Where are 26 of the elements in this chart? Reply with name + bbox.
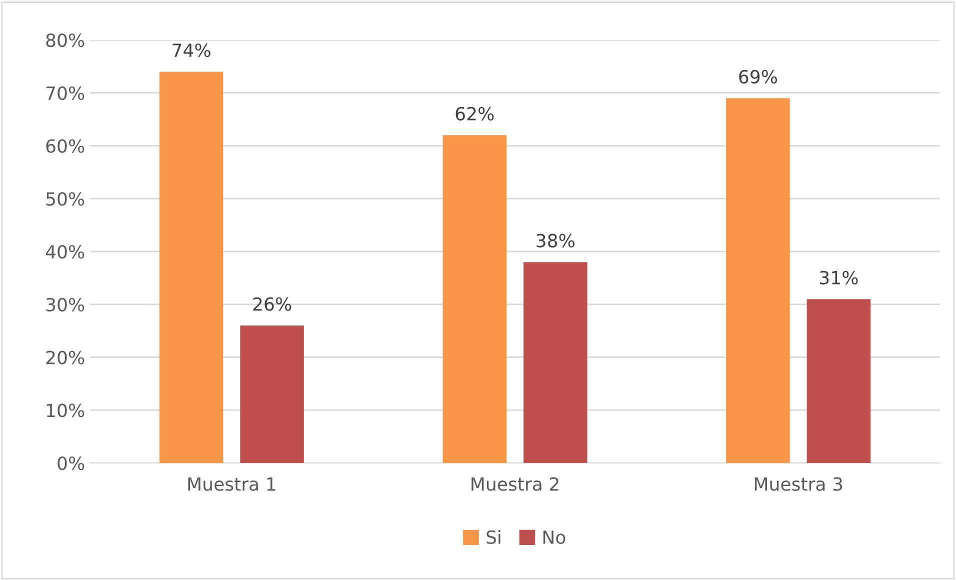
y-tick-label: 10% [46, 404, 84, 418]
bar [240, 326, 304, 463]
data-label: 62% [456, 106, 494, 121]
data-label: 26% [253, 297, 292, 311]
legend-label: No [543, 530, 566, 544]
data-label: 69% [739, 70, 778, 84]
data-label: 74% [172, 43, 210, 58]
bar [442, 135, 506, 463]
y-tick-label: 0% [58, 456, 84, 470]
y-tick-label: 70% [46, 86, 84, 100]
bar [159, 72, 224, 463]
bar [524, 262, 588, 463]
y-tick-label: 50% [46, 192, 84, 206]
data-label: 38% [536, 234, 574, 248]
legend-label: Si [486, 530, 500, 544]
x-tick-label: Muestra 3 [754, 477, 842, 491]
y-tick-label: 80% [46, 33, 84, 48]
y-tick-label: 20% [46, 350, 84, 364]
x-tick-label: Muestra 1 [188, 477, 276, 491]
y-tick-label: 60% [46, 139, 84, 153]
bar [806, 299, 871, 463]
y-tick-label: 30% [46, 298, 84, 312]
x-tick-label: Muestra 2 [472, 477, 558, 491]
y-tick-label: 40% [46, 244, 84, 259]
data-label: 31% [820, 270, 858, 284]
bar [726, 98, 790, 463]
